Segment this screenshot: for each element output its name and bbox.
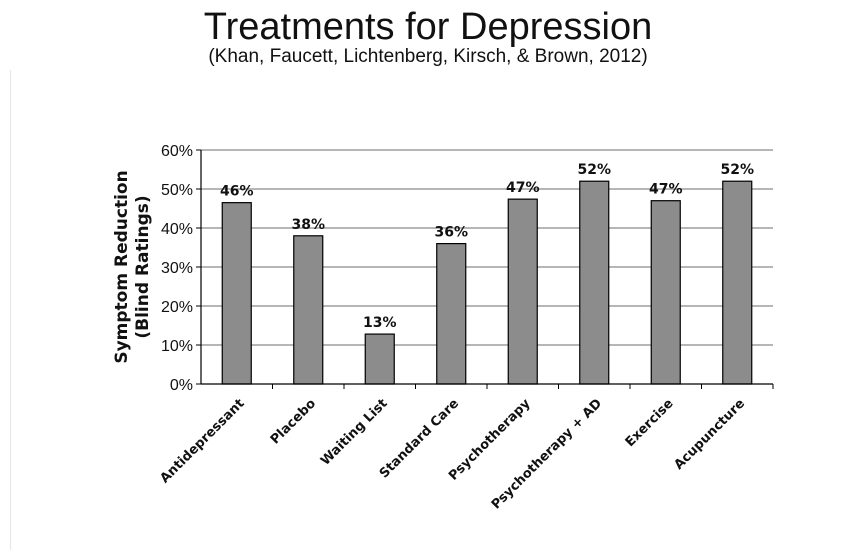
- bar: [507, 198, 538, 385]
- data-label: 52%: [720, 162, 754, 178]
- bar: [436, 243, 467, 385]
- y-tick-label: 40%: [161, 221, 193, 238]
- bar: [293, 235, 324, 385]
- bar: [364, 333, 395, 385]
- data-label: 46%: [220, 184, 254, 200]
- chart-subtitle: (Khan, Faucett, Lichtenberg, Kirsch, & B…: [208, 46, 648, 67]
- y-axis-ticks: 0% 10% 20% 30% 40% 50% 60%: [161, 143, 201, 394]
- y-tick-label: 30%: [161, 260, 193, 277]
- slide-edge-line: [10, 70, 11, 550]
- data-label: 13%: [363, 315, 397, 331]
- data-label: 47%: [506, 180, 540, 196]
- chart-title: Treatments for Depression: [203, 6, 653, 48]
- bar: [221, 202, 252, 385]
- data-label: 47%: [649, 182, 683, 198]
- x-category-label: Acupuncture: [672, 396, 749, 473]
- x-category-label: Placebo: [268, 396, 319, 447]
- bar: [722, 180, 753, 385]
- data-label: 52%: [577, 162, 611, 178]
- x-category-label: Waiting List: [318, 396, 391, 469]
- data-labels: 46% 38% 13% 36% 47% 52% 47% 52%: [220, 162, 754, 331]
- x-category-label: Exercise: [623, 396, 677, 450]
- y-tick-label: 20%: [161, 299, 193, 316]
- y-axis-label-line1: Symptom Reduction: [112, 170, 132, 363]
- y-tick-label: 0%: [170, 377, 193, 394]
- bar: [650, 200, 681, 385]
- bar: [579, 180, 610, 385]
- gridlines: [201, 149, 773, 346]
- y-tick-label: 50%: [161, 182, 193, 199]
- y-axis-label-line2: (Blind Ratings): [133, 195, 153, 338]
- x-category-label: Antidepressant: [158, 396, 248, 486]
- data-label: 38%: [291, 217, 325, 233]
- data-label: 36%: [434, 225, 468, 241]
- bars: [221, 180, 753, 385]
- y-tick-label: 60%: [161, 143, 193, 160]
- y-tick-label: 10%: [161, 338, 193, 355]
